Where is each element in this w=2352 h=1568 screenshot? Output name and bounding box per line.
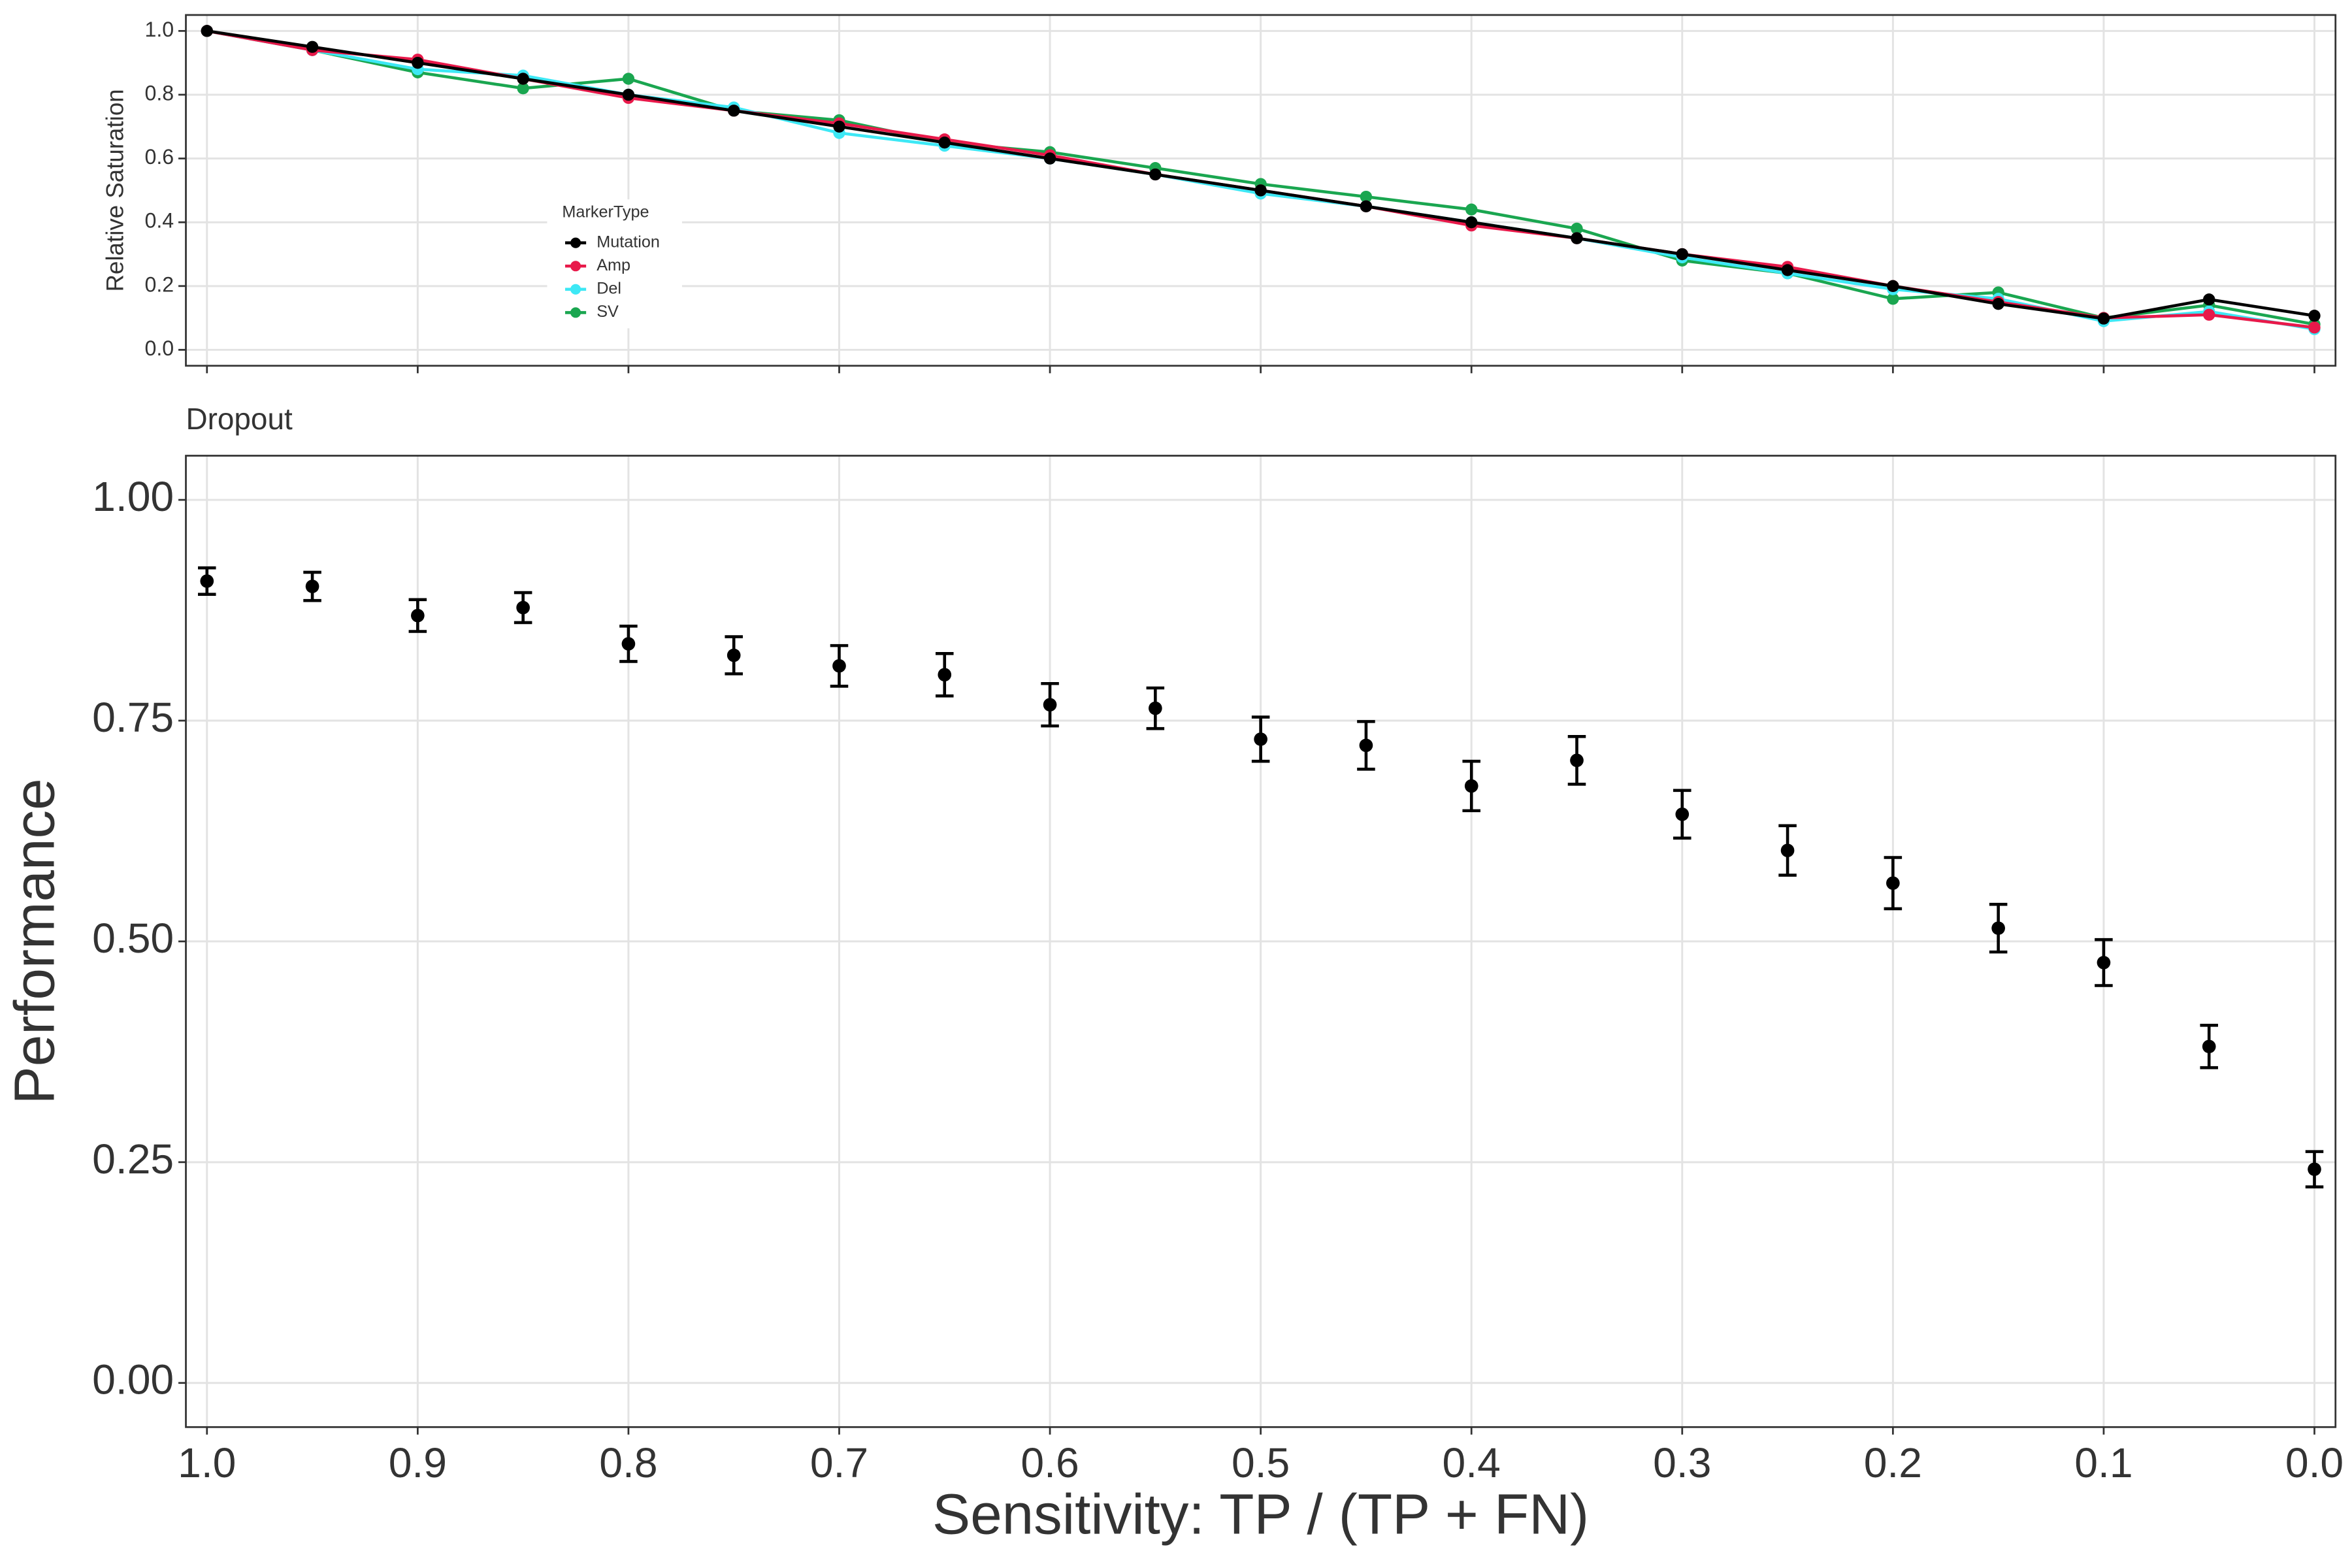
legend-title: MarkerType xyxy=(562,203,649,221)
series-point xyxy=(938,137,951,149)
legend-key-point xyxy=(570,261,581,272)
y-tick-label: 0.8 xyxy=(145,81,174,105)
x-tick-label: 0.5 xyxy=(1232,1439,1290,1486)
panel-border xyxy=(185,455,2337,1428)
point xyxy=(2202,1039,2216,1054)
point xyxy=(1675,807,1690,821)
point xyxy=(1149,701,1162,715)
point xyxy=(1886,876,1900,890)
y-tick-label: 0.2 xyxy=(145,272,174,296)
x-tick-label: 0.8 xyxy=(599,1439,657,1486)
point xyxy=(1570,753,1584,768)
legend-key-point xyxy=(570,237,581,248)
x-tick-label: 0.1 xyxy=(2074,1439,2132,1486)
point xyxy=(727,648,741,662)
series-point xyxy=(517,82,529,95)
series-point xyxy=(1887,280,1899,293)
y-tick-label: 1.0 xyxy=(145,18,174,41)
x-tick-label: 0.6 xyxy=(1021,1439,1079,1486)
point xyxy=(411,608,425,623)
series-point xyxy=(517,73,529,85)
series-point xyxy=(728,105,740,117)
series-point xyxy=(2203,293,2215,306)
y-tick-label: 0.6 xyxy=(145,145,174,169)
legend-label: Amp xyxy=(596,256,630,274)
series-point xyxy=(2308,321,2321,334)
x-tick-label: 0.0 xyxy=(2285,1439,2344,1486)
y-tick-label: 0.4 xyxy=(145,209,174,233)
series-point xyxy=(201,25,213,37)
series-point xyxy=(622,73,635,85)
y-tick-label: 0.00 xyxy=(92,1356,174,1403)
y-tick-label: 0.25 xyxy=(92,1135,174,1183)
y-tick-label: 0.75 xyxy=(92,694,174,741)
series-point xyxy=(1360,190,1373,203)
series-point xyxy=(1992,297,2004,310)
point xyxy=(516,600,530,615)
x-tick-label: 0.2 xyxy=(1864,1439,1922,1486)
y-tick-label: 1.00 xyxy=(92,473,174,520)
series-point xyxy=(2097,312,2110,325)
series-point xyxy=(1781,264,1794,276)
point xyxy=(1780,843,1795,858)
series-point xyxy=(1043,152,1056,165)
series-point xyxy=(622,88,635,101)
point xyxy=(938,668,952,682)
series-point xyxy=(1571,232,1583,244)
series-point xyxy=(1360,200,1373,212)
point xyxy=(1043,698,1057,712)
x-tick-label: 1.0 xyxy=(178,1439,236,1486)
legend-key-point xyxy=(570,307,581,318)
y-tick-label: 0.50 xyxy=(92,915,174,962)
series-point xyxy=(1887,293,1899,305)
series-point xyxy=(412,56,424,69)
series-point xyxy=(306,41,319,53)
point xyxy=(2308,1162,2321,1176)
facet-title: Dropout xyxy=(186,402,293,436)
point xyxy=(832,659,846,673)
legend-label: Del xyxy=(596,280,621,298)
series-point xyxy=(833,120,845,133)
point xyxy=(1991,921,2005,935)
point xyxy=(1359,738,1373,753)
y-tick-label: 0.0 xyxy=(145,336,174,360)
series-point xyxy=(1676,248,1688,261)
y-axis-title: Performance xyxy=(3,778,67,1104)
x-axis-title: Sensitivity: TP / (TP + FN) xyxy=(932,1482,1589,1546)
x-tick-label: 0.7 xyxy=(810,1439,868,1486)
legend-label: Mutation xyxy=(596,233,660,251)
x-tick-label: 0.4 xyxy=(1443,1439,1501,1486)
point xyxy=(1464,779,1478,793)
point xyxy=(2097,956,2111,970)
point xyxy=(1254,732,1267,746)
legend-background xyxy=(547,199,682,329)
y-axis-title: Relative Saturation xyxy=(102,89,129,291)
series-point xyxy=(1465,216,1478,229)
series-point xyxy=(1149,168,1162,181)
x-tick-label: 0.9 xyxy=(389,1439,447,1486)
series-point xyxy=(2308,310,2321,322)
point xyxy=(200,574,214,588)
legend-label: SV xyxy=(596,302,619,321)
series-point xyxy=(1465,203,1478,216)
panel-border xyxy=(185,14,2337,367)
point xyxy=(305,580,319,593)
series-point xyxy=(1254,184,1267,197)
x-tick-label: 0.3 xyxy=(1653,1439,1711,1486)
series-point xyxy=(2203,308,2215,321)
point xyxy=(621,637,636,651)
legend-key-point xyxy=(570,284,581,295)
series-point xyxy=(1571,222,1583,235)
